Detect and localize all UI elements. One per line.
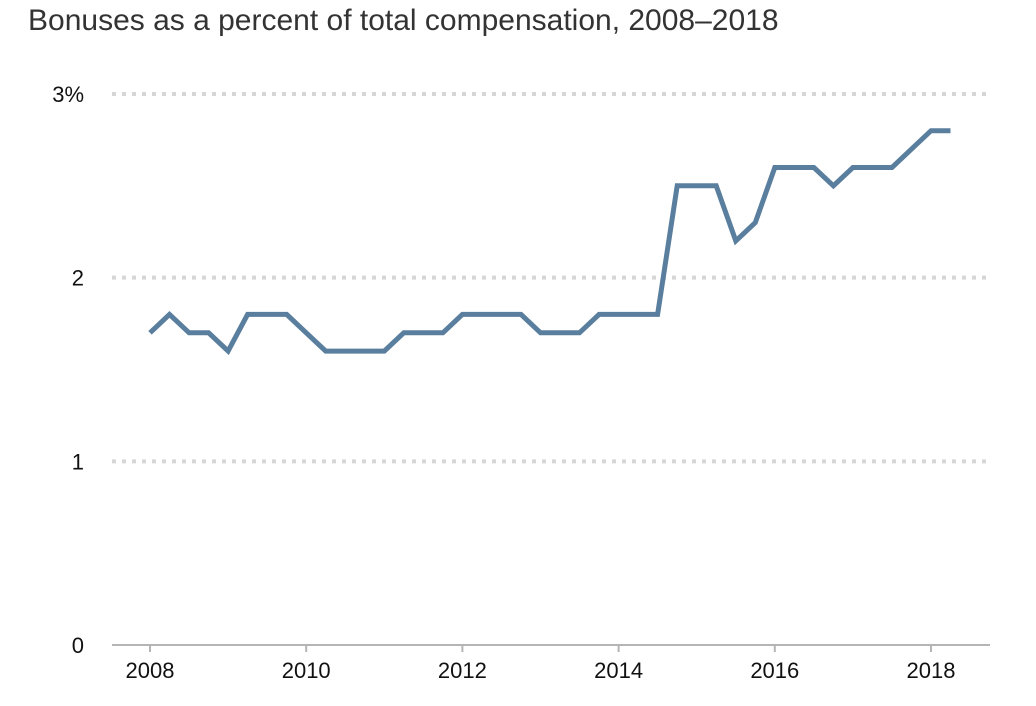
y-tick-labels: 0 1 2 3% — [52, 82, 84, 658]
y-tick-label: 0 — [72, 633, 84, 658]
x-tick-label: 2012 — [438, 658, 487, 683]
y-tick-label: 2 — [72, 266, 84, 291]
x-tick-label: 2018 — [907, 658, 956, 683]
x-tick-label: 2010 — [282, 658, 331, 683]
series-line — [150, 131, 951, 351]
line-chart: 0 1 2 3% 2008 2010 2012 2014 2016 2018 — [0, 0, 1036, 706]
y-tick-label: 1 — [72, 449, 84, 474]
gridlines — [112, 94, 990, 461]
series-lines — [150, 131, 951, 351]
x-tick-label: 2016 — [750, 658, 799, 683]
x-tick-label: 2008 — [126, 658, 175, 683]
y-tick-label: 3% — [52, 82, 84, 107]
x-tick-label: 2014 — [594, 658, 643, 683]
x-axis — [112, 645, 990, 652]
x-tick-labels: 2008 2010 2012 2014 2016 2018 — [126, 658, 956, 683]
